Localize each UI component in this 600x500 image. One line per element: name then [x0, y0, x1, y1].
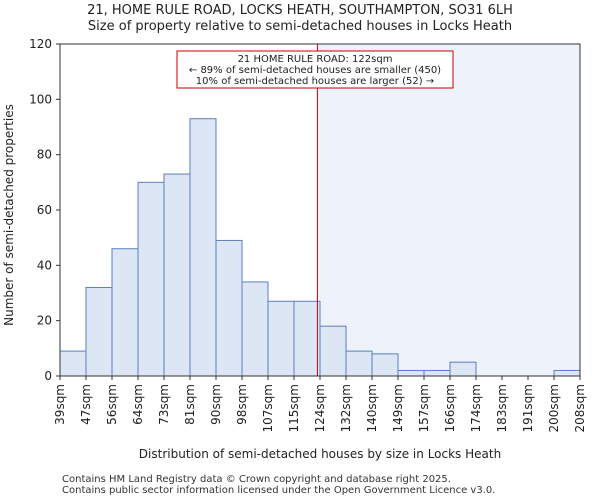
bar-124sqm: [319, 325, 347, 377]
x-tick-label: 157sqm: [417, 384, 431, 432]
bar-140sqm: [371, 353, 399, 377]
x-tick-label: 183sqm: [495, 384, 509, 432]
y-tick-label: 40: [37, 258, 52, 272]
x-tick-label: 140sqm: [365, 384, 379, 432]
annotation-line-2: ← 89% of semi-detached houses are smalle…: [189, 65, 441, 76]
y-axis: 0 20 40 60 80 100 120: [29, 37, 60, 383]
x-tick-label: 174sqm: [469, 384, 483, 432]
x-tick-label: 56sqm: [105, 384, 119, 425]
bar-132sqm: [345, 350, 373, 377]
x-tick-label: 64sqm: [131, 384, 145, 425]
x-tick-label: 166sqm: [443, 384, 457, 432]
y-tick-label: 80: [37, 148, 52, 162]
x-tick-label: 132sqm: [339, 384, 353, 432]
x-tick-label: 200sqm: [547, 384, 561, 432]
x-tick-label: 81sqm: [183, 384, 197, 425]
annotation-line-3: 10% of semi-detached houses are larger (…: [196, 76, 434, 87]
bar-64sqm: [137, 181, 165, 377]
bar-166sqm: [449, 361, 477, 377]
highlight-region: [317, 44, 580, 376]
x-tick-label: 115sqm: [287, 384, 301, 432]
bar-73sqm: [163, 173, 191, 377]
bars-group: [59, 118, 581, 377]
x-tick-label: 124sqm: [313, 384, 327, 432]
y-tick-label: 120: [29, 37, 52, 51]
x-tick-label: 191sqm: [521, 384, 535, 432]
bar-115sqm: [293, 300, 321, 377]
footer-copyright: Contains HM Land Registry data © Crown c…: [62, 474, 451, 485]
x-axis: 39sqm 47sqm 56sqm 64sqm 73sqm 81sqm 90sqm 98sqm…: [53, 376, 587, 432]
bar-200sqm: [553, 369, 581, 377]
bar-157sqm: [423, 369, 451, 377]
bar-149sqm: [397, 369, 425, 377]
footer-licence: Contains public sector information licen…: [62, 485, 496, 496]
y-tick-label: 60: [37, 203, 52, 217]
x-tick-label: 90sqm: [209, 384, 223, 425]
bar-81sqm: [189, 118, 217, 377]
bar-39sqm: [59, 350, 87, 377]
x-tick-label: 73sqm: [157, 384, 171, 425]
x-axis-label: Distribution of semi-detached houses by …: [139, 447, 501, 461]
annotation-line-1: 21 HOME RULE ROAD: 122sqm: [238, 54, 393, 65]
x-tick-label: 39sqm: [53, 384, 67, 425]
chart-title-address: 21, HOME RULE ROAD, LOCKS HEATH, SOUTHAM…: [87, 3, 513, 18]
x-tick-label: 208sqm: [573, 384, 587, 432]
bar-107sqm: [267, 300, 295, 377]
y-tick-label: 20: [37, 314, 52, 328]
annotation-box: 21 HOME RULE ROAD: 122sqm ← 89% of semi-…: [176, 50, 454, 89]
bar-47sqm: [85, 286, 113, 377]
y-axis-label: Number of semi-detached properties: [2, 104, 16, 326]
x-tick-label: 149sqm: [391, 384, 405, 432]
y-tick-label: 100: [29, 92, 52, 106]
bar-98sqm: [241, 281, 269, 377]
chart-title-subtitle: Size of property relative to semi-detach…: [87, 19, 513, 34]
bar-56sqm: [111, 248, 139, 377]
bar-90sqm: [215, 239, 243, 377]
x-tick-label: 98sqm: [235, 384, 249, 425]
x-tick-label: 47sqm: [79, 384, 93, 425]
x-tick-label: 107sqm: [261, 384, 275, 432]
y-tick-label: 0: [44, 369, 52, 383]
